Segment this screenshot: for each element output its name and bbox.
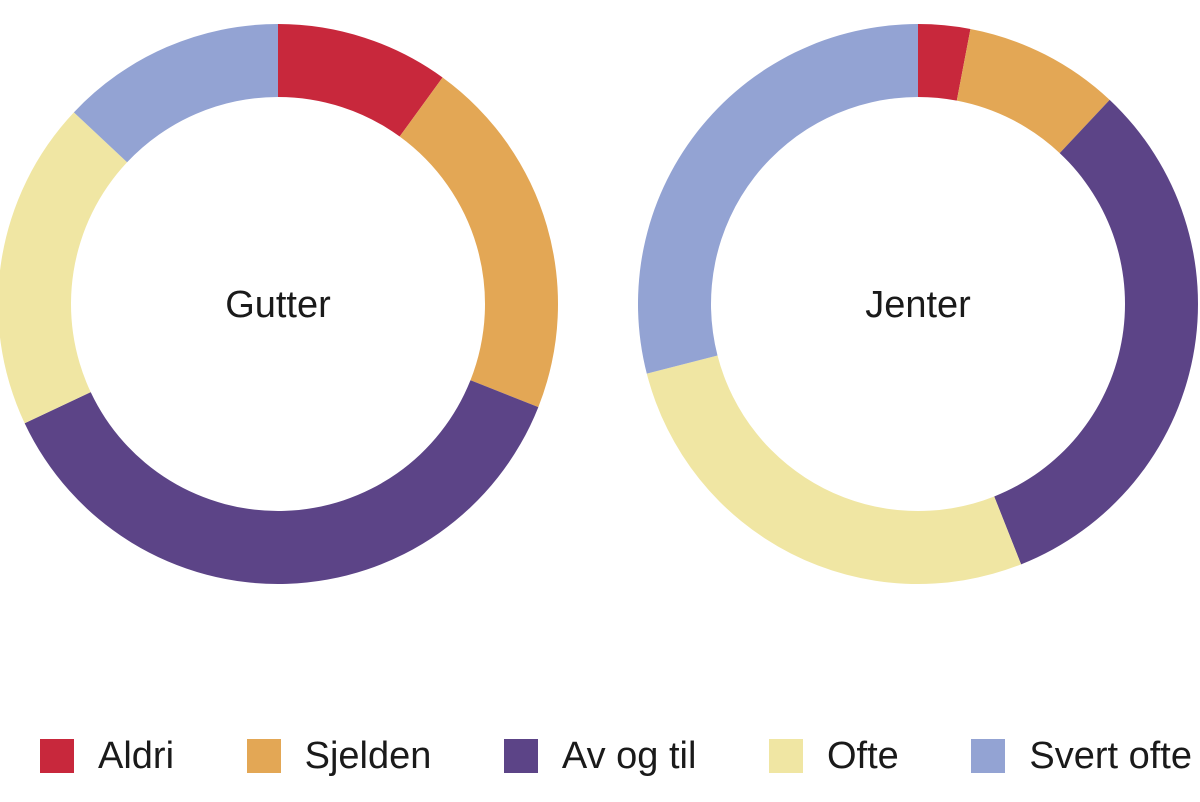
legend-item-aldri: Aldri [40,735,174,778]
legend-label: Ofte [826,734,899,777]
legend-label: Aldri [98,734,175,777]
legend-label: Sjelden [304,734,432,777]
donut-gutter: Gutter [0,24,558,584]
legend-swatch [768,739,803,773]
donut-label-jenter: Jenter [865,284,971,326]
legend-swatch [40,739,74,773]
legend-swatch [246,739,281,773]
legend-swatch [971,739,1006,773]
slice-jenter-aldri [918,24,971,101]
slice-gutter-ofte [0,112,128,424]
legend: Aldri Sjelden Av og til Ofte Svert ofte [0,726,1200,786]
legend-label: Av og til [561,734,697,777]
legend-item-av-og-til: Av og til [503,734,697,778]
slice-gutter-aldri [278,24,443,137]
legend-swatch [503,739,538,773]
slice-gutter-sjelden [399,77,558,408]
legend-item-svert-ofte: Svert ofte [971,735,1192,778]
slice-gutter-svert-ofte [73,24,278,163]
slice-jenter-ofte [646,355,1022,584]
slice-jenter-sjelden [956,28,1110,154]
slice-jenter-svert-ofte [637,24,918,374]
donut-charts: Gutter Jenter [0,24,1198,584]
legend-label: Svert ofte [1029,734,1192,777]
donut-jenter: Jenter [637,24,1198,584]
donut-label-gutter: Gutter [225,284,331,326]
slice-gutter-av-og-til [24,380,539,584]
legend-item-sjelden: Sjelden [246,734,432,778]
legend-item-ofte: Ofte [768,734,899,778]
slice-jenter-av-og-til [994,99,1198,565]
